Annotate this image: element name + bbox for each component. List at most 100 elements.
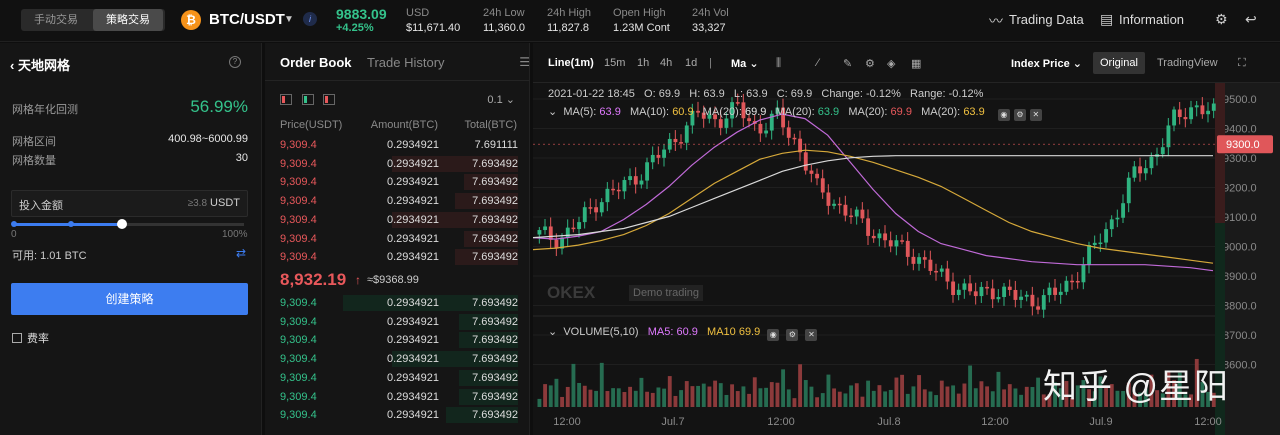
volume-bar	[662, 388, 667, 407]
trading-data-link[interactable]: Trading Data	[1009, 12, 1084, 27]
volume-bar	[1098, 376, 1103, 407]
time-tick-label: 12:00	[981, 416, 1009, 428]
candle-type-icon[interactable]: ⫼	[776, 57, 782, 69]
stat-24h-low: 24h Low 11,360.0	[483, 6, 525, 36]
bid-row[interactable]: 9,309.4 0.2934921 7.693492	[265, 331, 530, 349]
volume-bar	[951, 385, 956, 407]
candle-body	[945, 268, 950, 282]
interval-1d[interactable]: 1d	[685, 57, 698, 69]
book-bids-icon[interactable]	[302, 94, 314, 105]
book-both-sides-icon[interactable]	[280, 94, 292, 105]
pair-selector[interactable]: BTC/USDT	[209, 11, 285, 28]
bid-row[interactable]: 9,309.4 0.2934921 7.693492	[265, 294, 530, 312]
index-price-select[interactable]: Index Price ⌄	[1011, 57, 1082, 70]
eye-icon[interactable]: ◉	[997, 109, 1010, 121]
menu-icon[interactable]: ☰	[519, 55, 530, 69]
interval-1h[interactable]: 1h	[637, 57, 650, 69]
precision-select[interactable]: 0.1 ⌄	[487, 93, 515, 106]
ask-row[interactable]: 9,309.4 0.2934921 7.693492	[265, 248, 530, 266]
collapse-icon[interactable]: ⌄	[548, 106, 558, 118]
volume-bar	[1115, 390, 1120, 407]
strategy-title-text: 天地网格	[17, 58, 70, 73]
slider-mark[interactable]	[68, 221, 74, 227]
interval-15m[interactable]: 15m	[604, 57, 626, 69]
stat-value: $11,671.40	[406, 22, 461, 34]
candle-body	[707, 114, 712, 119]
invest-amount-input[interactable]: 投入金额 ≥3.8 USDT	[11, 190, 248, 217]
bid-row[interactable]: 9,309.4 0.2934921 7.693492	[265, 406, 530, 424]
bid-row[interactable]: 9,309.4 0.2934921 7.693492	[265, 369, 530, 387]
slider-mark[interactable]	[11, 221, 17, 227]
eye-icon[interactable]: ◉	[767, 329, 780, 341]
back-icon[interactable]: ↩	[1245, 11, 1257, 27]
gear-icon[interactable]: ⚙	[1215, 11, 1228, 27]
tab-manual-trading[interactable]: 手动交易	[34, 14, 78, 26]
settings-icon[interactable]: ⚙	[1013, 109, 1026, 121]
price-tick-label: 8900.0	[1223, 271, 1257, 283]
interval-4h[interactable]: 4h	[660, 57, 673, 69]
tab-strategy-trading[interactable]: 策略交易	[93, 9, 163, 31]
slider-thumb[interactable]	[117, 219, 128, 229]
invest-slider[interactable]	[11, 219, 244, 229]
collapse-icon[interactable]: ⌄	[548, 326, 558, 338]
ask-row[interactable]: 9,309.4 0.2934921 7.693492	[265, 230, 530, 248]
candle-body	[588, 207, 593, 209]
settings-icon[interactable]: ⚙	[865, 58, 875, 70]
help-icon[interactable]: ?	[229, 56, 241, 68]
candle-body	[786, 127, 791, 138]
indicator-select[interactable]: Ma ⌄	[731, 57, 759, 70]
volume-bar	[1058, 388, 1063, 407]
close-icon[interactable]: ✕	[805, 329, 818, 341]
ask-row[interactable]: 9,309.4 0.2934921 7.693492	[265, 211, 530, 229]
ruler-icon[interactable]: ✎	[843, 58, 853, 70]
tab-order-book[interactable]: Order Book	[280, 55, 352, 70]
volume-bar	[1041, 394, 1046, 407]
close-icon[interactable]: ✕	[1029, 109, 1042, 121]
ask-row[interactable]: 9,309.4 0.2934921 7.691111	[265, 136, 530, 154]
depth-bar	[459, 332, 518, 349]
candle-body	[1064, 280, 1069, 292]
candle-body	[622, 180, 627, 192]
candle-body	[548, 226, 553, 240]
bid-row[interactable]: 9,309.4 0.2934921 7.693492	[265, 313, 530, 331]
row-amount: 0.2934921	[387, 371, 439, 384]
candle-body	[611, 188, 616, 191]
settings-icon[interactable]: ⚙	[786, 329, 799, 341]
fullscreen-icon[interactable]: ⛶	[1238, 57, 1246, 69]
create-strategy-button[interactable]: 创建策略	[11, 283, 248, 315]
trend-line-icon[interactable]: ⁄	[817, 57, 819, 69]
candle-body	[1183, 117, 1188, 120]
strategy-title[interactable]: ‹ 天地网格	[10, 55, 70, 74]
view-original-button[interactable]: Original	[1093, 52, 1145, 74]
book-asks-icon[interactable]	[323, 94, 335, 105]
price-chart[interactable]: 9500.0 9400.0 9300.0 9200.0 9100.0 9000.0 8900…	[533, 43, 1280, 435]
ma-line-ma20	[533, 155, 1213, 239]
volume-bar	[752, 377, 757, 407]
information-link[interactable]: Information	[1119, 12, 1185, 27]
okex-watermark: OKEX	[547, 283, 596, 302]
bid-row[interactable]: 9,309.4 0.2934921 7.693492	[265, 388, 530, 406]
stat-value: 11,360.0	[483, 22, 526, 34]
bid-row[interactable]: 9,309.4 0.2934921 7.693492	[265, 350, 530, 368]
candle-body	[1194, 105, 1199, 108]
tab-trade-history[interactable]: Trade History	[367, 55, 445, 70]
btc-coin-icon: ₿	[181, 10, 201, 30]
ask-row[interactable]: 9,309.4 0.2934921 7.693492	[265, 173, 530, 191]
ask-row[interactable]: 9,309.4 0.2934921 7.693492	[265, 155, 530, 173]
template-icon[interactable]: ▦	[911, 58, 922, 70]
layers-icon[interactable]: ◈	[887, 58, 896, 70]
view-tradingview-button[interactable]: TradingView	[1157, 57, 1218, 69]
volume-bar	[985, 386, 990, 407]
stat-label: Open High	[613, 7, 666, 19]
volume-bar	[588, 389, 593, 407]
swap-icon[interactable]: ⇄	[236, 246, 247, 260]
info-icon[interactable]: i	[303, 12, 317, 26]
chevron-down-icon[interactable]: ▼	[284, 14, 294, 25]
interval-line-1m[interactable]: Line(1m)	[548, 57, 594, 69]
fee-link[interactable]: 费率	[12, 330, 49, 346]
chevron-left-icon[interactable]: ‹	[10, 58, 18, 73]
volume-bar	[611, 388, 616, 407]
ask-row[interactable]: 9,309.4 0.2934921 7.693492	[265, 192, 530, 210]
volume-bar	[1053, 382, 1058, 407]
candle-body	[917, 257, 922, 264]
